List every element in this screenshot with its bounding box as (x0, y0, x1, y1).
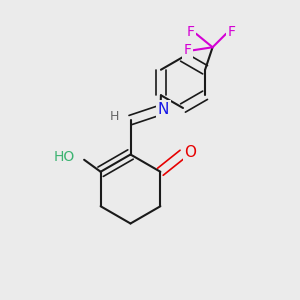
Text: H: H (109, 110, 119, 124)
Text: F: F (184, 43, 192, 57)
Text: N: N (158, 102, 169, 117)
Text: O: O (184, 145, 196, 160)
Text: HO: HO (54, 150, 75, 164)
Text: F: F (227, 25, 236, 39)
Text: F: F (187, 25, 195, 39)
